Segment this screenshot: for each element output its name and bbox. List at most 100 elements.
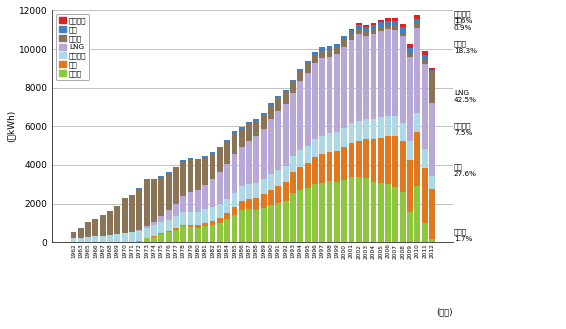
Bar [290, 80, 296, 82]
Bar [400, 27, 406, 33]
Bar [400, 36, 406, 123]
Bar [181, 226, 186, 242]
Bar [268, 205, 274, 242]
Bar [385, 18, 391, 21]
Bar [297, 166, 303, 190]
Bar [312, 63, 318, 139]
Bar [268, 174, 274, 190]
Bar [268, 103, 274, 105]
Bar [371, 139, 376, 182]
Bar [276, 186, 281, 203]
Bar [224, 142, 230, 164]
Bar [414, 24, 421, 28]
Bar [392, 18, 398, 21]
Bar [173, 228, 179, 230]
Bar [158, 234, 164, 242]
Bar [231, 215, 237, 242]
Bar [414, 28, 421, 113]
Bar [356, 25, 362, 29]
Bar [92, 236, 98, 242]
Bar [282, 182, 289, 201]
Bar [319, 183, 325, 242]
Bar [371, 34, 376, 119]
Bar [187, 227, 194, 242]
Text: (年度): (年度) [436, 307, 453, 316]
Bar [202, 209, 208, 223]
Bar [392, 116, 398, 136]
Bar [92, 219, 98, 236]
Bar [356, 34, 362, 121]
Bar [268, 105, 274, 118]
Bar [371, 25, 376, 30]
Bar [173, 230, 179, 242]
Bar [173, 216, 179, 228]
Bar [151, 237, 157, 242]
Bar [136, 231, 142, 240]
Bar [224, 199, 230, 213]
Bar [158, 177, 164, 216]
Bar [151, 179, 157, 180]
Bar [195, 212, 201, 225]
Bar [158, 222, 164, 233]
Bar [290, 156, 296, 172]
Bar [246, 209, 252, 242]
Bar [276, 203, 281, 242]
Bar [297, 68, 303, 71]
Bar [209, 207, 216, 221]
Text: 石油等
18.3%: 石油等 18.3% [454, 41, 477, 54]
Bar [341, 128, 347, 147]
Bar [414, 132, 421, 187]
Bar [363, 31, 369, 36]
Bar [385, 184, 391, 242]
Bar [429, 239, 435, 242]
Bar [385, 26, 391, 29]
Bar [217, 148, 223, 172]
Bar [392, 21, 398, 26]
Bar [297, 71, 303, 81]
Bar [239, 210, 245, 242]
Bar [217, 172, 223, 204]
Bar [378, 20, 384, 22]
Bar [400, 33, 406, 36]
Bar [400, 192, 406, 242]
Text: 石芭
27.6%: 石芭 27.6% [454, 164, 477, 177]
Bar [276, 98, 281, 111]
Bar [261, 113, 267, 114]
Bar [334, 55, 340, 132]
Bar [319, 155, 325, 183]
Bar [217, 218, 223, 223]
Bar [166, 219, 171, 231]
Bar [319, 47, 325, 51]
Bar [312, 184, 318, 242]
Bar [392, 187, 398, 242]
Bar [297, 150, 303, 166]
Bar [334, 47, 340, 55]
Bar [136, 230, 142, 231]
Bar [122, 198, 127, 234]
Bar [246, 122, 252, 124]
Bar [334, 44, 340, 47]
Bar [129, 241, 135, 242]
Bar [239, 186, 245, 201]
Bar [254, 183, 259, 198]
Bar [173, 204, 179, 216]
Bar [282, 166, 289, 182]
Bar [136, 188, 142, 189]
Bar [187, 225, 194, 227]
Bar [363, 25, 369, 27]
Bar [209, 152, 216, 154]
Bar [400, 141, 406, 192]
Bar [349, 142, 354, 177]
Bar [71, 238, 76, 242]
Bar [195, 190, 201, 212]
Bar [407, 57, 413, 141]
Bar [85, 237, 91, 242]
Bar [378, 22, 384, 27]
Bar [209, 179, 216, 207]
Bar [231, 132, 237, 133]
Text: 掚水
0.9%: 掚水 0.9% [454, 17, 472, 31]
Bar [158, 216, 164, 222]
Bar [239, 129, 245, 147]
Bar [209, 154, 216, 179]
Bar [319, 58, 325, 136]
